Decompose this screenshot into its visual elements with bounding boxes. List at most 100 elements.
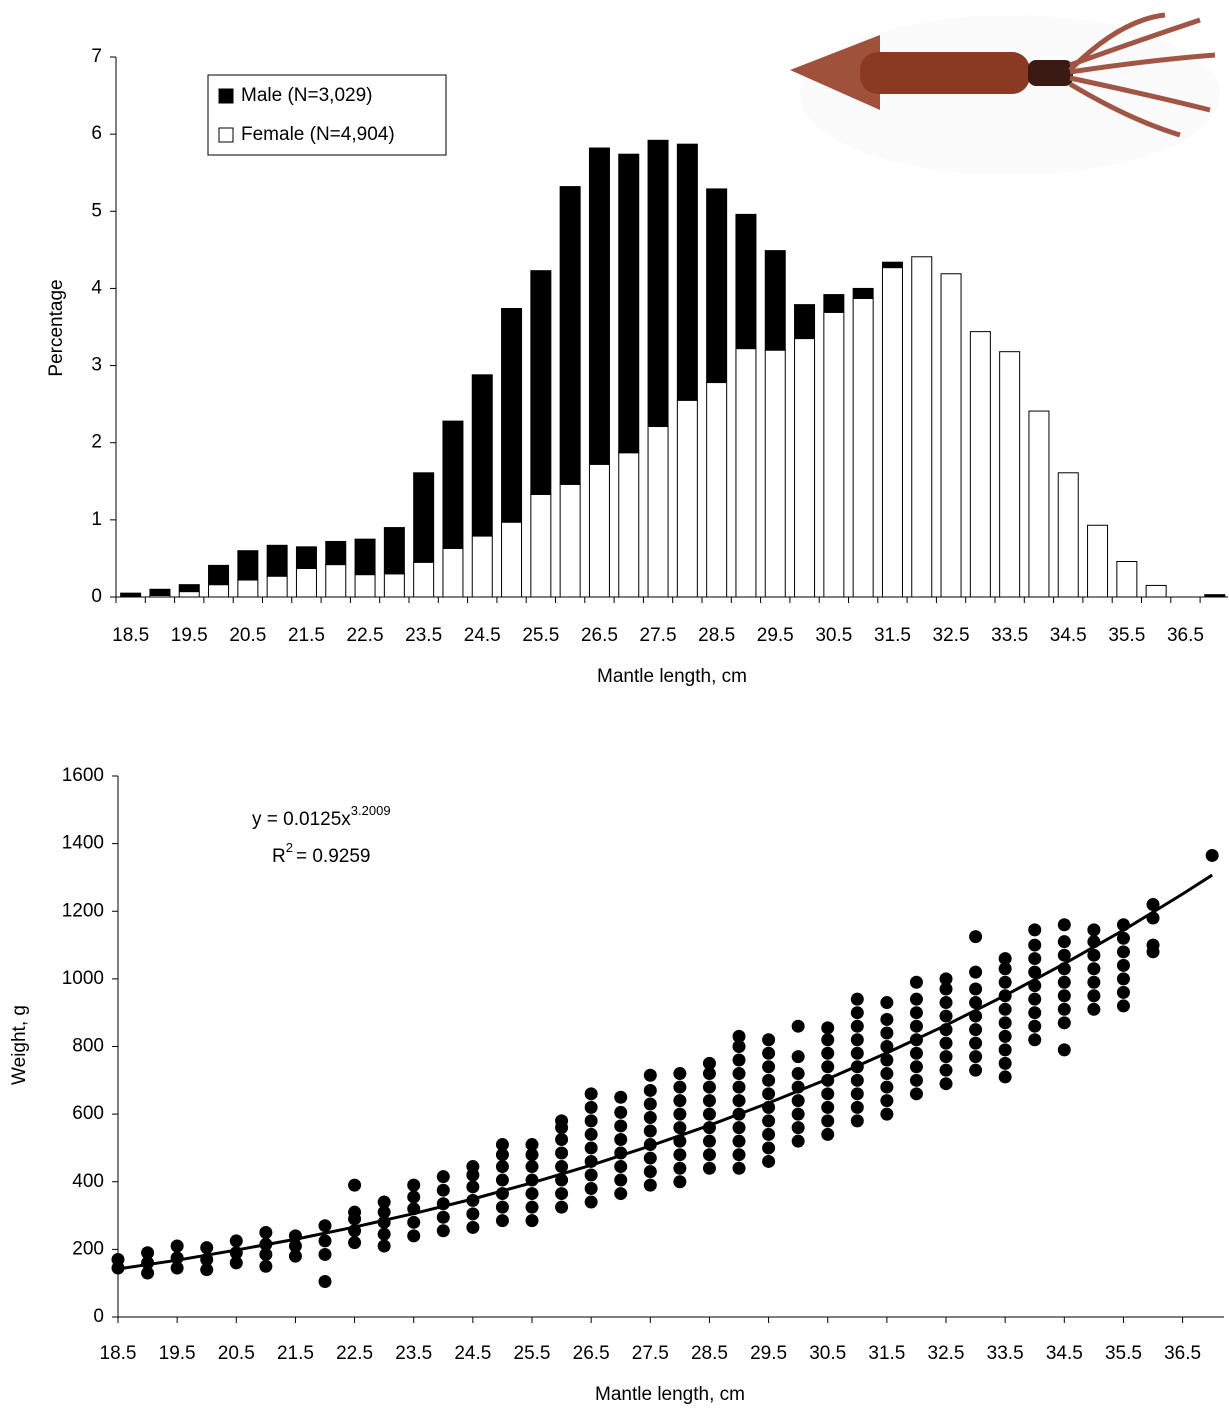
scatter-point: [1057, 935, 1071, 949]
r-squared: R2 = 0.9259: [272, 840, 370, 867]
scatter-point: [880, 1012, 894, 1026]
scatter-point: [821, 1021, 835, 1035]
scatter-point: [791, 1050, 805, 1064]
scatter-point: [998, 1070, 1012, 1084]
scatter-point: [909, 992, 923, 1006]
x-tick-label: 30.5: [815, 625, 852, 646]
scatter-point: [643, 1165, 657, 1179]
x-tick-label: 35.5: [1108, 625, 1145, 646]
scatter-point: [200, 1263, 214, 1277]
x-tick-label: 31.5: [868, 1343, 905, 1364]
bar-segment: [735, 348, 757, 598]
y-tick-label: 600: [72, 1103, 104, 1124]
scatter-point: [969, 1023, 983, 1037]
bar-segment: [764, 349, 786, 598]
scatter-point: [407, 1190, 421, 1204]
x-tick-label: 33.5: [987, 1343, 1024, 1364]
scatter-point: [969, 1063, 983, 1077]
scatter-point: [614, 1119, 628, 1133]
squid-fin: [790, 35, 880, 110]
scatter-point: [702, 1148, 716, 1162]
scatter-point: [466, 1160, 480, 1174]
scatter-point: [821, 1114, 835, 1128]
bar-segment: [881, 261, 903, 269]
x-tick-label: 25.5: [522, 625, 559, 646]
scatter-point: [673, 1094, 687, 1108]
scatter-point: [348, 1205, 362, 1219]
scatter-point: [495, 1173, 509, 1187]
scatter-point: [673, 1107, 687, 1121]
scatter-point: [643, 1097, 657, 1111]
scatter-point: [821, 1046, 835, 1060]
scatter-point: [1087, 962, 1101, 976]
scatter-point: [998, 1016, 1012, 1030]
bar-segment: [794, 304, 816, 340]
scatter-point: [614, 1187, 628, 1201]
scatter-point: [762, 1060, 776, 1074]
scatter-point: [111, 1253, 125, 1267]
bar-segment: [647, 139, 669, 428]
scatter-point: [555, 1173, 569, 1187]
y-tick-label: 200: [72, 1238, 104, 1259]
scatter-point: [318, 1219, 332, 1233]
scatter-point: [1116, 972, 1130, 986]
scatter-point: [732, 1040, 746, 1053]
scatter-point: [1028, 965, 1042, 979]
scatter-point: [170, 1261, 184, 1275]
r-squared-label: R: [272, 846, 286, 867]
scatter-point: [436, 1210, 450, 1224]
scatter-point: [584, 1182, 598, 1196]
scatter-point: [1028, 1019, 1042, 1033]
y-tick-label: 400: [72, 1171, 104, 1192]
scatter-point: [555, 1132, 569, 1146]
bar-segment: [266, 544, 288, 577]
scatter-point: [821, 1033, 835, 1047]
y-tick-label: 0: [93, 1306, 104, 1327]
x-tick-label: 21.5: [277, 1343, 314, 1364]
scatter-point: [229, 1256, 243, 1270]
bar-segment: [530, 493, 552, 598]
y-tick-label: 1200: [62, 900, 104, 921]
bar-segment: [208, 584, 230, 598]
x-tick-label: 22.5: [336, 1343, 373, 1364]
scatter-point: [880, 1053, 894, 1067]
bar-segment: [354, 538, 376, 576]
scatter-point: [407, 1215, 421, 1229]
x-tick-label: 19.5: [171, 625, 208, 646]
scatter-point: [348, 1178, 362, 1192]
scatter-point: [1057, 1043, 1071, 1057]
x-tick-label: 27.5: [640, 625, 677, 646]
scatter-point: [909, 1046, 923, 1060]
y-tick-label: 3: [91, 355, 102, 376]
scatter-point: [939, 1050, 953, 1064]
scatter-point: [614, 1090, 628, 1104]
scatter-point: [1028, 952, 1042, 966]
scatter-point: [259, 1225, 273, 1239]
scatter-point: [880, 1080, 894, 1094]
scatter-point: [939, 1063, 953, 1077]
bar-segment: [1204, 594, 1226, 598]
x-axis-title: Mantle length, cm: [597, 666, 747, 687]
scatter-point: [673, 1161, 687, 1175]
scatter-point: [1116, 999, 1130, 1013]
scatter-point: [1057, 1002, 1071, 1016]
scatter-point: [998, 1056, 1012, 1070]
x-axis-title: Mantle length, cm: [595, 1384, 745, 1405]
y-tick-label: 800: [72, 1036, 104, 1057]
scatter-point: [673, 1148, 687, 1162]
scatter-point: [466, 1180, 480, 1194]
scatter-point: [732, 1134, 746, 1148]
equation-text: y = 0.0125x: [252, 809, 351, 830]
scatter-point: [614, 1132, 628, 1146]
scatter-point: [495, 1200, 509, 1214]
scatter-point: [318, 1247, 332, 1261]
bar-segment: [588, 463, 610, 598]
scatter-point: [555, 1187, 569, 1201]
scatter-point: [1087, 948, 1101, 962]
scatter-point: [909, 1060, 923, 1074]
equation-exponent: 3.2009: [351, 803, 391, 818]
y-tick-label: 4: [91, 277, 102, 298]
scatter-point: [939, 1077, 953, 1091]
scatter-point: [702, 1067, 716, 1081]
scatter-point: [466, 1220, 480, 1234]
